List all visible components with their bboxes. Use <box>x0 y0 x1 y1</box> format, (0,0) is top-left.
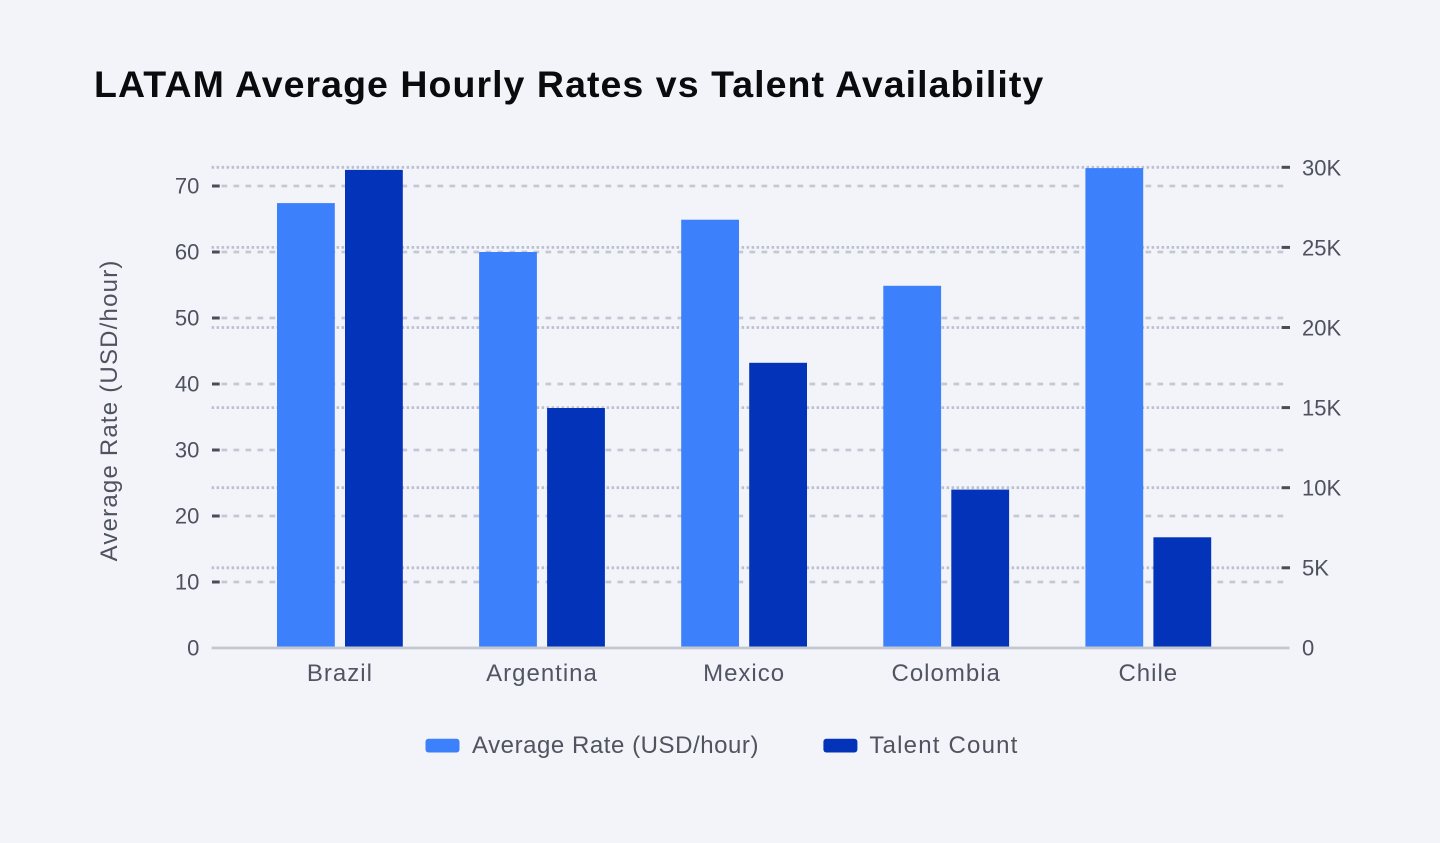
svg-text:Mexico: Mexico <box>703 660 785 687</box>
svg-text:30K: 30K <box>1302 155 1341 180</box>
svg-text:70: 70 <box>175 174 199 199</box>
svg-text:10K: 10K <box>1302 475 1341 500</box>
svg-text:50: 50 <box>175 306 199 331</box>
svg-text:40: 40 <box>175 372 199 397</box>
svg-text:15K: 15K <box>1302 395 1341 420</box>
svg-text:25K: 25K <box>1302 235 1341 260</box>
svg-text:Brazil: Brazil <box>307 660 373 687</box>
svg-text:Average Rate (USD/hour): Average Rate (USD/hour) <box>96 259 123 561</box>
svg-text:Average Rate (USD/hour): Average Rate (USD/hour) <box>472 732 759 759</box>
svg-text:Chile: Chile <box>1118 660 1178 687</box>
svg-text:LATAM Average Hourly Rates vs: LATAM Average Hourly Rates vs Talent Ava… <box>94 63 1044 105</box>
svg-text:20K: 20K <box>1302 315 1341 340</box>
svg-text:30: 30 <box>175 438 199 463</box>
svg-text:0: 0 <box>187 636 199 661</box>
svg-text:60: 60 <box>175 240 199 265</box>
svg-text:20: 20 <box>175 504 199 529</box>
svg-text:10: 10 <box>175 570 199 595</box>
svg-text:5K: 5K <box>1302 555 1329 580</box>
svg-text:Argentina: Argentina <box>486 660 598 687</box>
svg-text:0: 0 <box>1302 635 1314 660</box>
svg-text:Talent Count: Talent Count <box>869 732 1018 759</box>
svg-text:Colombia: Colombia <box>892 660 1001 687</box>
